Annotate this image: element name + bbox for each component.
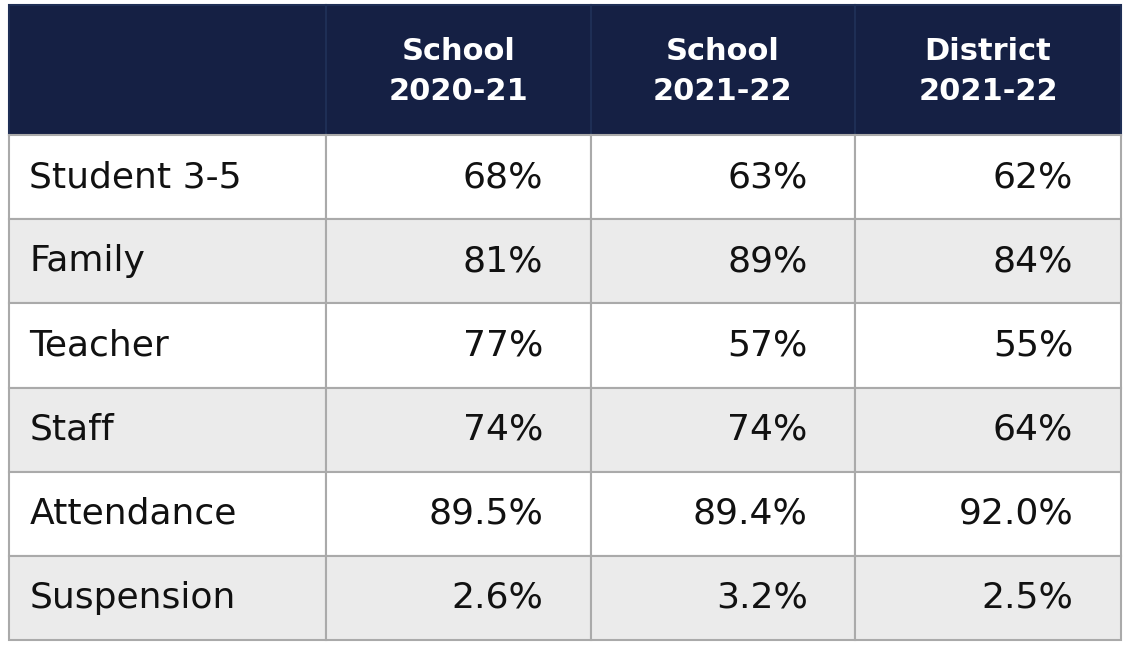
Text: 2.6%: 2.6% xyxy=(451,580,542,615)
Bar xyxy=(855,5,1121,135)
Bar xyxy=(855,303,1121,388)
Bar xyxy=(9,388,325,471)
Bar xyxy=(9,5,325,135)
Bar xyxy=(855,471,1121,556)
Bar xyxy=(855,556,1121,640)
Bar xyxy=(9,219,325,303)
Text: 84%: 84% xyxy=(992,244,1074,279)
Text: 77%: 77% xyxy=(462,328,542,362)
Text: Teacher: Teacher xyxy=(29,328,170,362)
Bar xyxy=(325,219,591,303)
Bar xyxy=(325,471,591,556)
Text: Attendance: Attendance xyxy=(29,497,237,531)
Text: 74%: 74% xyxy=(462,413,542,446)
Text: 89.4%: 89.4% xyxy=(693,497,808,531)
Text: 81%: 81% xyxy=(462,244,542,279)
Bar xyxy=(591,471,855,556)
Bar xyxy=(325,388,591,471)
Bar xyxy=(9,303,325,388)
Bar xyxy=(325,5,591,135)
Bar xyxy=(591,135,855,219)
Bar xyxy=(591,556,855,640)
Text: School: School xyxy=(401,37,515,66)
Text: Staff: Staff xyxy=(29,413,114,446)
Text: 92.0%: 92.0% xyxy=(958,497,1074,531)
Text: 89.5%: 89.5% xyxy=(428,497,542,531)
Text: 2020-21: 2020-21 xyxy=(389,77,528,106)
Text: 2.5%: 2.5% xyxy=(981,580,1074,615)
Bar xyxy=(855,135,1121,219)
Text: 57%: 57% xyxy=(728,328,808,362)
Bar xyxy=(9,471,325,556)
Bar xyxy=(325,556,591,640)
Bar xyxy=(855,388,1121,471)
Text: 74%: 74% xyxy=(728,413,808,446)
Bar xyxy=(9,556,325,640)
Text: 64%: 64% xyxy=(993,413,1074,446)
Text: Family: Family xyxy=(29,244,146,279)
Text: 55%: 55% xyxy=(993,328,1074,362)
Bar xyxy=(591,303,855,388)
Text: 89%: 89% xyxy=(728,244,808,279)
Bar xyxy=(325,303,591,388)
Bar xyxy=(855,219,1121,303)
Text: 3.2%: 3.2% xyxy=(715,580,808,615)
Text: District: District xyxy=(924,37,1051,66)
Text: 63%: 63% xyxy=(728,161,808,194)
Bar xyxy=(591,219,855,303)
Text: 2021-22: 2021-22 xyxy=(919,77,1058,106)
Text: Suspension: Suspension xyxy=(29,580,236,615)
Bar xyxy=(591,5,855,135)
Bar xyxy=(591,388,855,471)
Text: 2021-22: 2021-22 xyxy=(653,77,793,106)
Text: Student 3-5: Student 3-5 xyxy=(29,161,242,194)
Text: 68%: 68% xyxy=(462,161,542,194)
Bar xyxy=(9,135,325,219)
Text: 62%: 62% xyxy=(993,161,1074,194)
Text: School: School xyxy=(666,37,780,66)
Bar xyxy=(325,135,591,219)
